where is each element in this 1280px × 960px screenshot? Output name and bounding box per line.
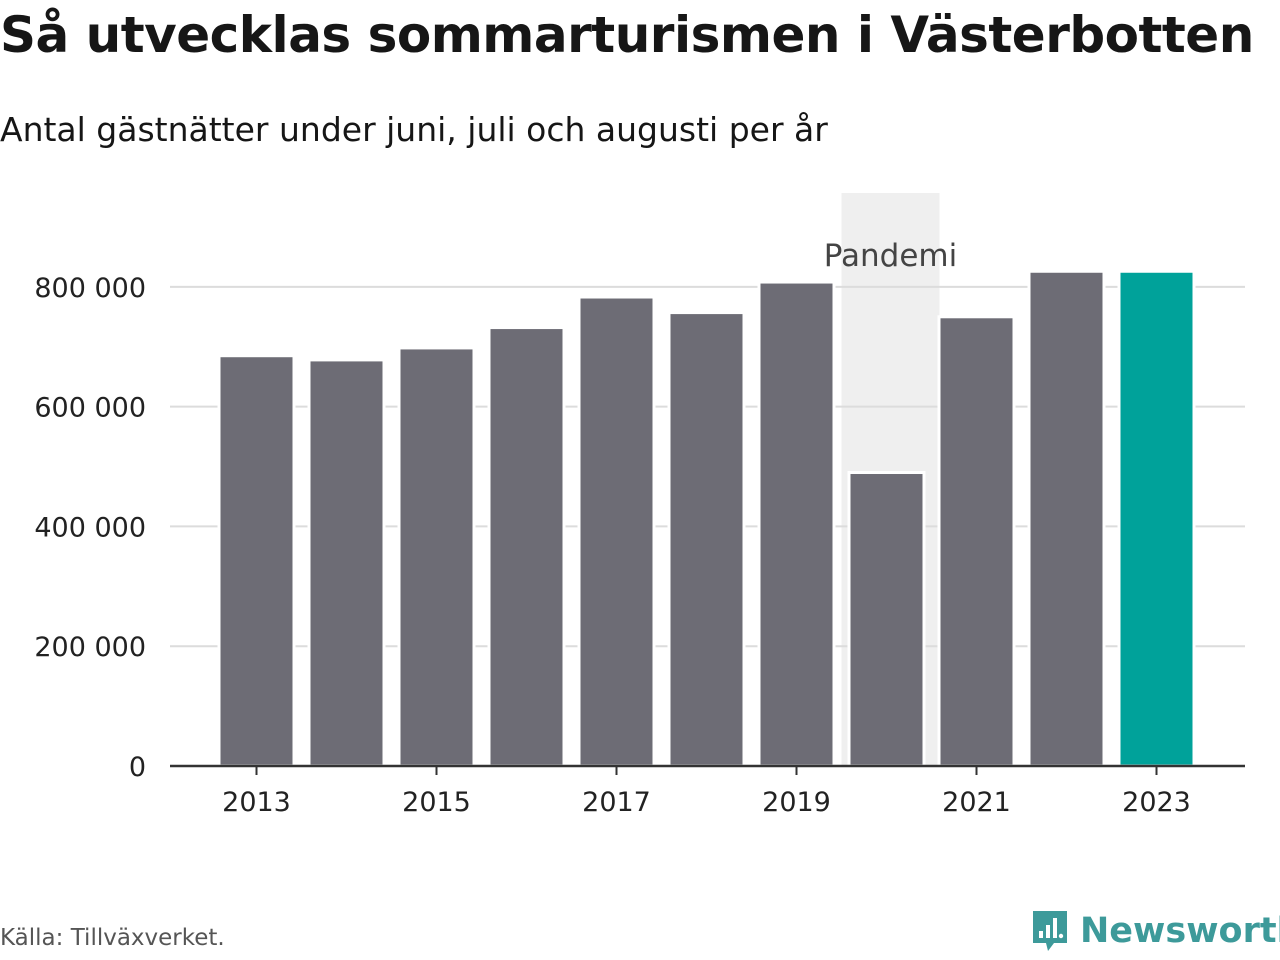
y-tick-label: 200 000 [34,632,146,663]
bar-2019 [757,280,836,768]
axis-layer [170,764,1245,775]
chart-title: Så utvecklas sommarturismen i Västerbott… [0,6,1254,64]
brand-name: Newsworthy [1080,911,1280,951]
bar-chart-speech-bubble-icon [1033,911,1067,951]
source-note: Källa: Tillväxverket. [0,925,225,951]
x-tick-label: 2015 [402,787,471,818]
bar-2018 [667,311,746,768]
y-tick-label: 0 [129,752,146,783]
y-tick-label: 800 000 [34,273,146,304]
bar-layer [217,269,1196,768]
bar-2017 [577,295,656,768]
x-tick-label: 2023 [1122,787,1191,818]
y-tick-label: 600 000 [34,393,146,424]
label-layer: 0 200 000 400 000 600 000 800 000 2013 2015 201… [34,273,1191,818]
brand-logo[interactable]: Newsworthy [1030,908,1280,954]
bar-2016 [487,326,566,768]
bar-2023 [1117,269,1196,768]
bar-2015 [397,346,476,768]
bar-2013 [217,354,296,768]
y-tick-label: 400 000 [34,512,146,543]
chart-subtitle: Antal gästnätter under juni, juli och au… [0,110,828,149]
x-tick-label: 2013 [222,787,291,818]
x-tick-label: 2021 [942,787,1011,818]
x-tick-label: 2019 [762,787,831,818]
bar-chart: Pandemi 0 200 000 400 000 600 000 800 000 201… [34,193,1245,818]
bar-2022 [1027,269,1106,768]
x-tick-label: 2017 [582,787,651,818]
bar-2020 [847,471,926,768]
bar-2014 [307,358,386,768]
bar-2021 [937,315,1016,768]
pandemic-label: Pandemi [824,238,958,274]
